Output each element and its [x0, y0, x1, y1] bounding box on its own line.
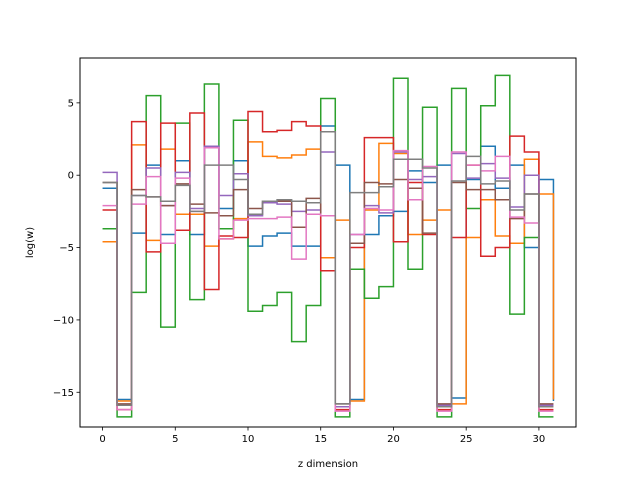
- y-tick-label: −5: [59, 243, 74, 254]
- x-tick-label: 10: [242, 434, 255, 445]
- x-tick-label: 5: [172, 434, 178, 445]
- x-tick-label: 20: [387, 434, 400, 445]
- series-lines: [102, 74, 555, 418]
- plot-frame: [79, 57, 577, 428]
- axis-ticks: 0 5 10 15 20 25 30 −15 −10 −5 0 5: [53, 98, 545, 445]
- y-tick-label: −10: [53, 315, 74, 326]
- y-tick-label: 0: [68, 171, 74, 182]
- series-line-5: [102, 145, 554, 408]
- y-axis-label: log(w): [25, 227, 36, 258]
- series-line-8: [102, 131, 554, 408]
- y-tick-label: −15: [53, 388, 74, 399]
- x-tick-label: 30: [533, 434, 546, 445]
- x-axis-label: z dimension: [298, 459, 358, 470]
- x-tick-label: 0: [99, 434, 105, 445]
- y-tick-label: 5: [68, 98, 74, 109]
- x-tick-label: 25: [460, 434, 473, 445]
- x-tick-label: 15: [314, 434, 327, 445]
- series-line-3: [102, 74, 554, 418]
